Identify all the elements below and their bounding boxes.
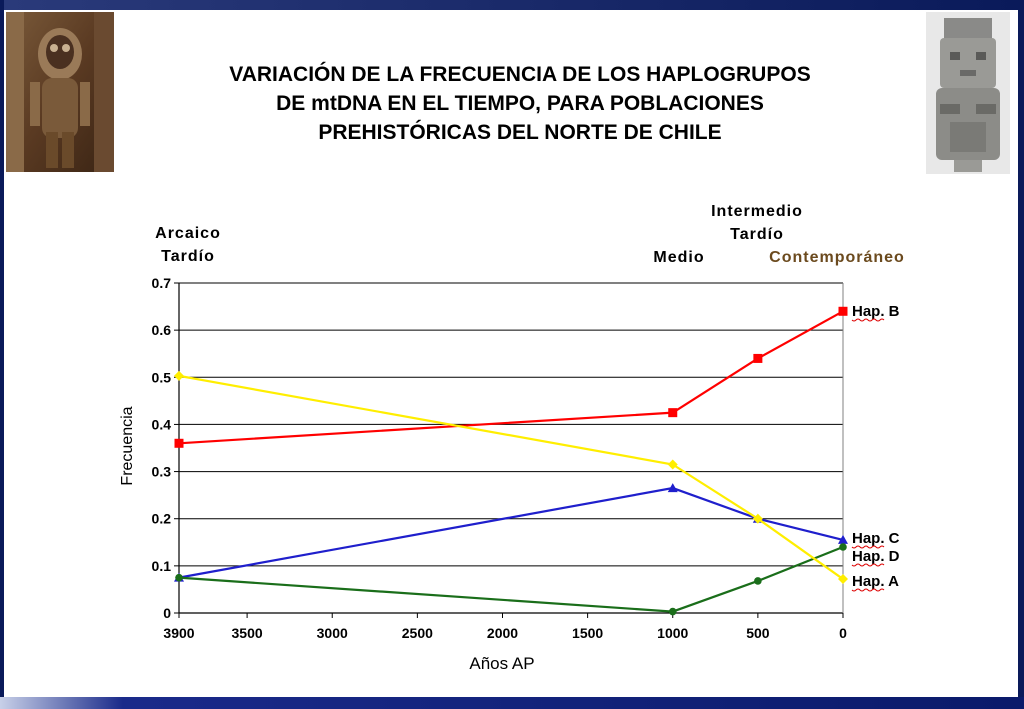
data-point-hap-a-0 xyxy=(174,370,184,381)
mummy-photo xyxy=(6,12,114,172)
statue-photo xyxy=(926,12,1010,174)
title-line-1: VARIACIÓN DE LA FRECUENCIA DE LOS HAPLOG… xyxy=(229,63,811,86)
data-point-hap-a-3 xyxy=(838,574,848,585)
series-label-hap-b: Hap. B xyxy=(852,303,900,320)
period-arcaico-line1: Arcaico xyxy=(155,225,221,242)
x-tick-label-4: 2000 xyxy=(487,625,518,641)
data-point-hap-d-3 xyxy=(839,543,847,551)
data-point-hap-b-2 xyxy=(753,353,763,363)
spellcheck-underline-hap-a xyxy=(851,588,885,592)
y-tick-label-5: 0.5 xyxy=(152,369,172,385)
data-point-hap-c-1 xyxy=(667,483,678,493)
title-line-2: DE mtDNA EN EL TIEMPO, PARA POBLACIONES xyxy=(276,92,764,115)
data-point-hap-d-0 xyxy=(175,573,183,582)
x-tick-label-8: 0 xyxy=(839,625,847,641)
period-intermedio-line2: Tardío xyxy=(730,226,784,243)
y-tick-label-0: 0 xyxy=(163,605,171,621)
left-border xyxy=(0,0,4,709)
spellcheck-underline-hap-b xyxy=(851,318,885,322)
period-arcaico-line2: Tardío xyxy=(161,248,215,265)
data-point-hap-a-1 xyxy=(667,459,678,470)
series-label-hap-a: Hap. A xyxy=(852,573,899,590)
x-tick-label-3: 2500 xyxy=(402,625,433,641)
period-contemporaneo: Contemporáneo xyxy=(769,249,905,266)
y-tick-label-2: 0.2 xyxy=(152,511,172,527)
data-point-hap-b-0 xyxy=(174,438,184,448)
series-line-hap-a xyxy=(178,374,844,580)
period-medio: Medio xyxy=(653,249,704,266)
series-label-hap-d: Hap. D xyxy=(852,548,900,565)
series-label-hap-c: Hap. C xyxy=(852,530,900,547)
y-tick-label-6: 0.6 xyxy=(152,322,172,338)
y-tick-label-7: 0.7 xyxy=(152,275,172,291)
slide-title: VARIACIÓN DE LA FRECUENCIA DE LOS HAPLOG… xyxy=(140,60,900,147)
data-point-hap-c-3 xyxy=(838,534,848,544)
spellcheck-underline-hap-c xyxy=(851,545,885,549)
title-line-3: PREHISTÓRICAS DEL NORTE DE CHILE xyxy=(318,121,722,144)
data-point-hap-d-2 xyxy=(754,577,762,585)
data-point-hap-b-3 xyxy=(838,306,848,316)
series-line-hap-d xyxy=(178,545,844,613)
x-tick-label-5: 1500 xyxy=(572,625,603,641)
y-tick-label-3: 0.3 xyxy=(152,464,172,480)
right-border xyxy=(1018,0,1024,709)
x-axis-label: Años AP xyxy=(469,654,534,673)
y-tick-label-4: 0.4 xyxy=(152,416,172,432)
y-axis-label: Frecuencia xyxy=(119,406,136,485)
data-point-hap-d-1 xyxy=(668,607,677,616)
x-tick-label-7: 500 xyxy=(746,625,770,641)
top-border xyxy=(0,0,1024,10)
x-tick-label-2: 3000 xyxy=(317,625,348,641)
spellcheck-underline-hap-d xyxy=(851,563,885,567)
x-tick-label-0: 3900 xyxy=(163,625,194,641)
data-point-hap-b-1 xyxy=(668,408,678,418)
period-intermedio-line1: Intermedio xyxy=(711,203,803,220)
y-tick-label-1: 0.1 xyxy=(152,558,172,574)
x-tick-label-6: 1000 xyxy=(657,625,688,641)
series-line-hap-c xyxy=(178,486,844,579)
plot-area: 0 0.1 0.2 0.3 0.4 0.5 0.6 0.7 3900 3500 3000 2500 20… xyxy=(152,275,900,641)
bottom-border xyxy=(0,697,1024,709)
series-line-hap-b xyxy=(178,310,844,445)
data-point-hap-a-2 xyxy=(752,513,763,524)
x-tick-label-1: 3500 xyxy=(232,625,263,641)
